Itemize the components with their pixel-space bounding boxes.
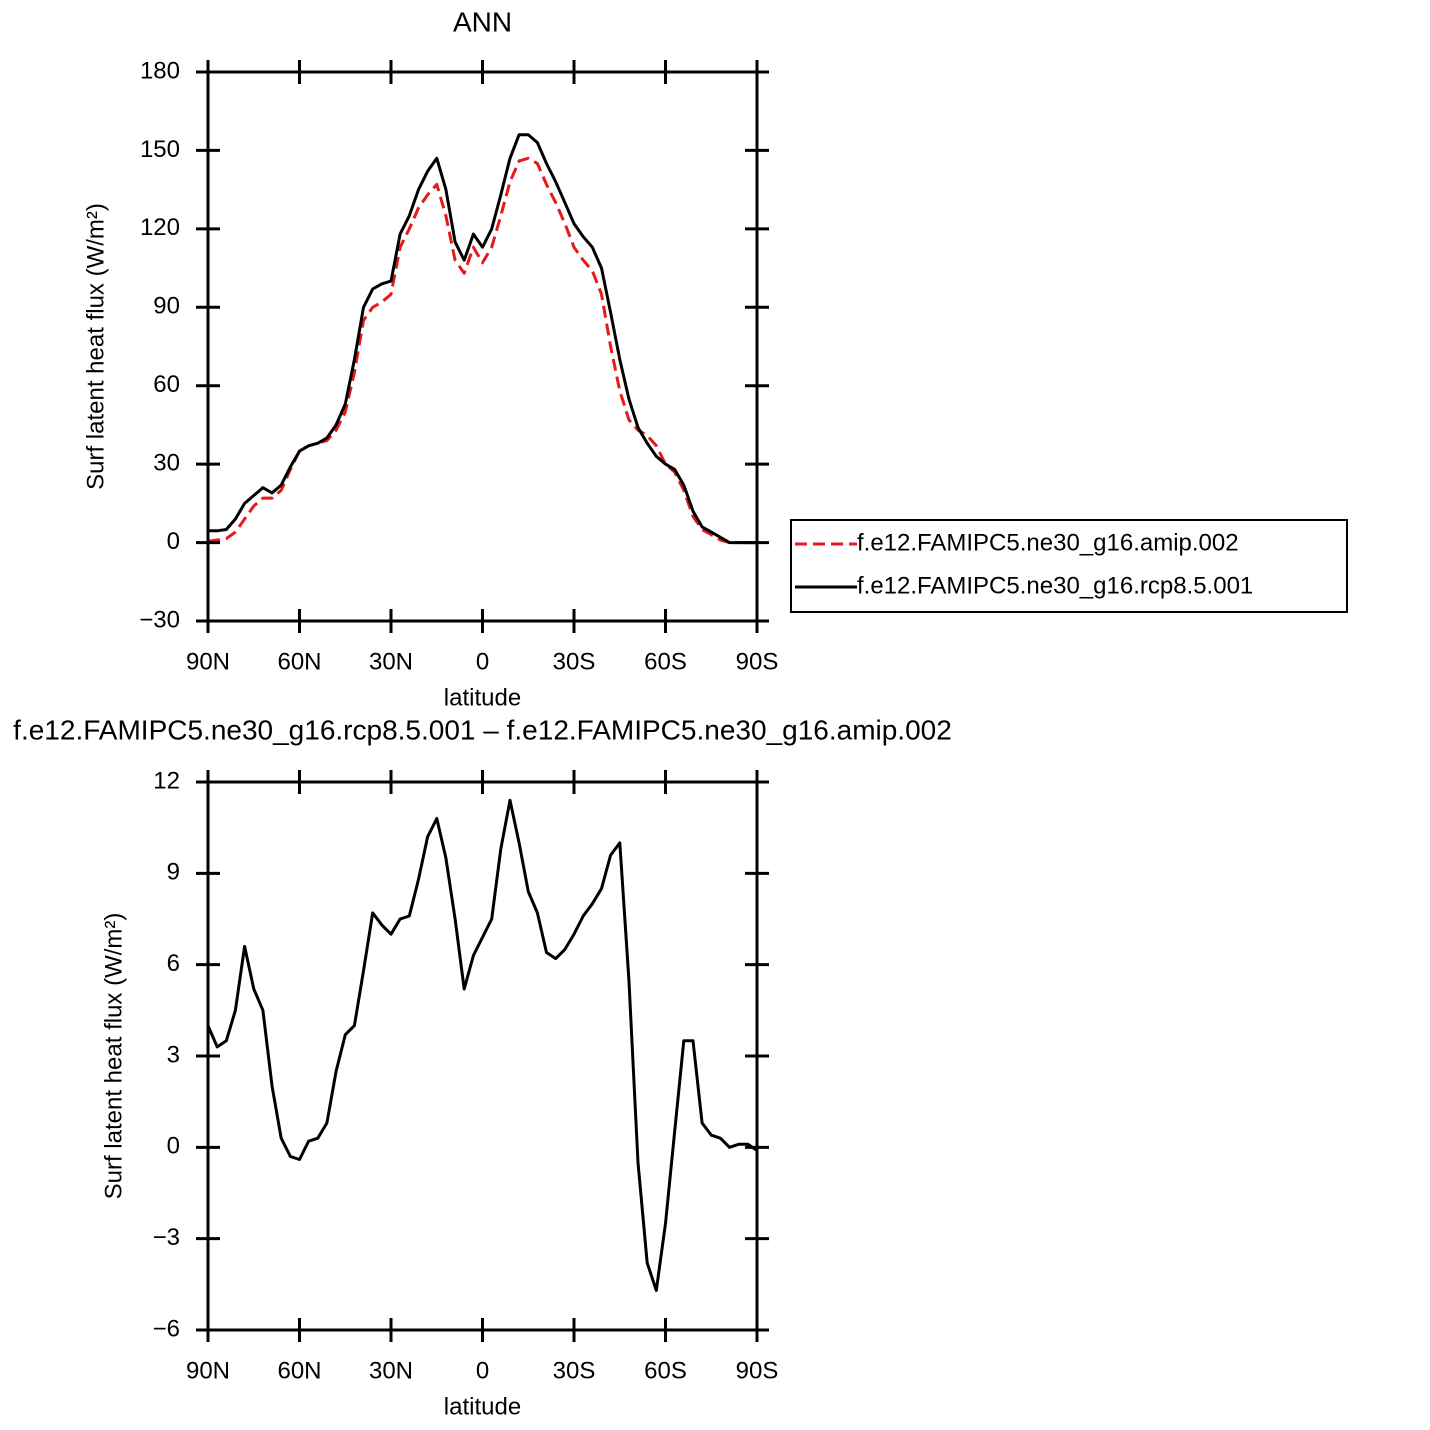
y-tick-label: 150: [140, 136, 180, 163]
data-line: [208, 133, 757, 545]
x-tick-label: 30S: [553, 648, 596, 675]
x-tick-label: 60S: [644, 648, 687, 675]
y-tick-label: 3: [167, 1041, 180, 1068]
y-tick-label: 90: [153, 293, 180, 320]
x-tick-label: 60N: [277, 648, 321, 675]
y-tick-label: 60: [153, 371, 180, 398]
data-line: [206, 798, 758, 1292]
x-axis-label: latitude: [444, 1393, 521, 1420]
x-axis-label: latitude: [444, 684, 521, 711]
y-tick-label: 0: [167, 1133, 180, 1160]
y-tick-label: 30: [153, 449, 180, 476]
plot-frame: [206, 70, 759, 623]
x-tick-label: 30N: [369, 1357, 413, 1384]
x-tick-label: 0: [476, 648, 489, 675]
chart-title: ANN: [453, 6, 512, 37]
y-tick-label: 9: [167, 859, 180, 886]
y-tick-label: −3: [153, 1224, 180, 1251]
x-tick-label: 90N: [186, 648, 230, 675]
legend-box: [790, 519, 1348, 613]
y-tick-label: 0: [167, 528, 180, 555]
y-axis-label: Surf latent heat flux (W/m²): [100, 913, 127, 1200]
y-tick-label: 6: [167, 950, 180, 977]
chart-title: f.e12.FAMIPC5.ne30_g16.rcp8.5.001 – f.e1…: [13, 714, 952, 745]
y-tick-label: −6: [153, 1315, 180, 1342]
x-tick-label: 30S: [553, 1357, 596, 1384]
legend-label: f.e12.FAMIPC5.ne30_g16.rcp8.5.001: [857, 572, 1253, 599]
legend-label: f.e12.FAMIPC5.ne30_g16.amip.002: [857, 529, 1239, 556]
x-tick-label: 90S: [736, 1357, 779, 1384]
plot-frame: [206, 780, 759, 1332]
x-tick-label: 60S: [644, 1357, 687, 1384]
x-tick-label: 60N: [277, 1357, 321, 1384]
y-tick-label: 12: [153, 767, 180, 794]
x-tick-label: 90S: [736, 648, 779, 675]
data-line: [207, 156, 757, 545]
y-tick-label: 180: [140, 57, 180, 84]
x-tick-label: 30N: [369, 648, 413, 675]
y-axis-label: Surf latent heat flux (W/m²): [82, 203, 109, 490]
y-tick-label: 120: [140, 214, 180, 241]
y-tick-label: −30: [139, 606, 180, 633]
x-tick-label: 90N: [186, 1357, 230, 1384]
x-tick-label: 0: [476, 1357, 489, 1384]
